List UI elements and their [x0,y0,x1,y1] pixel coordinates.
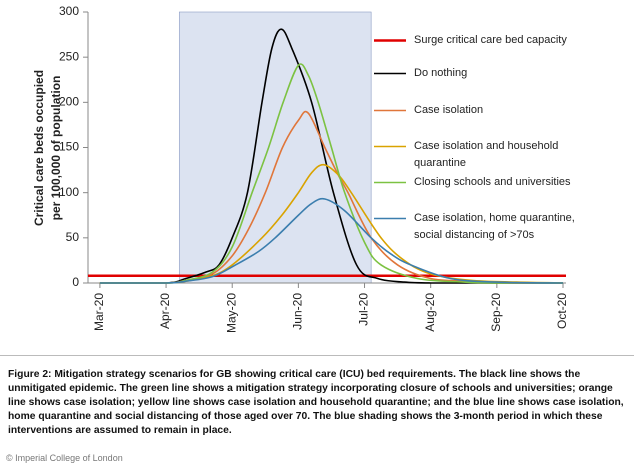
legend-label: Case isolation, home quarantine, social … [414,212,575,241]
y-tick-label: 300 [59,4,79,18]
y-axis-label: Critical care beds occupied [32,70,46,226]
y-tick-label: 50 [66,230,80,244]
series-line [99,28,563,284]
series-line [99,197,564,284]
y-tick-label: 200 [59,95,79,109]
x-tick-label: Jun-20 [291,293,305,330]
series-line [99,110,563,284]
legend-label: Surge critical care bed capacity [414,34,567,46]
y-tick-label: 100 [59,185,79,199]
x-tick-label: Sep-20 [489,293,503,332]
x-tick-label: Oct-20 [555,293,569,329]
legend-label: Case isolation and household quarantine [414,140,559,169]
x-tick-label: Aug-20 [423,293,437,332]
divider [0,355,634,356]
y-tick-label: 150 [59,140,79,154]
x-tick-label: Jul-20 [357,293,371,326]
x-tick-label: Apr-20 [158,293,172,329]
legend-label: Case isolation [414,104,484,116]
intervention-shading [178,11,372,284]
legend-label: Closing schools and universities [414,176,571,188]
y-axis-label: per 100,000 of population [49,76,63,221]
x-tick-label: May-20 [224,293,238,333]
series-line [99,63,563,284]
chart: Critical care beds occupied per 100,000 … [32,4,569,333]
x-tick-label: Mar-20 [92,293,106,331]
legend-label: Do nothing [414,67,468,79]
caption: Figure 2: Mitigation strategy scenarios … [8,369,624,436]
y-tick-label: 250 [59,49,79,63]
y-tick-label: 0 [72,275,79,289]
credit: © Imperial College of London [6,453,123,463]
